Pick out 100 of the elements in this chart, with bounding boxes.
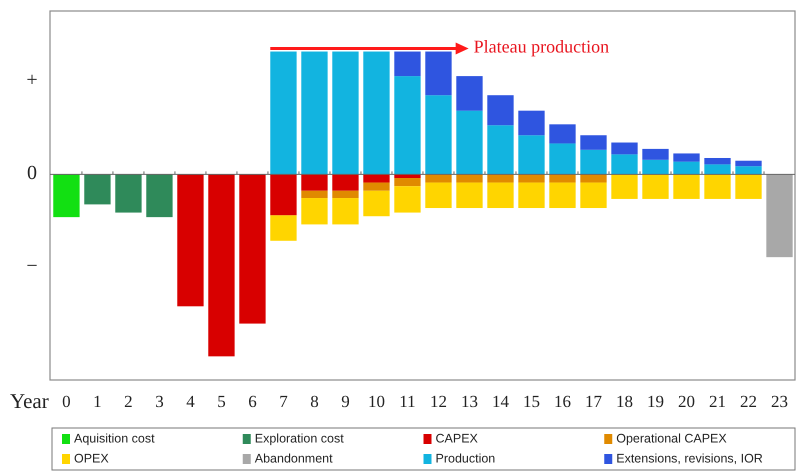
bar [177,174,204,306]
bar [487,182,514,208]
x-tick-label: 18 [616,392,633,411]
bar [394,178,421,186]
bar [549,182,576,208]
bar [332,198,359,224]
bar [580,135,607,150]
bar [332,52,359,174]
x-tick-label: 5 [217,392,226,411]
legend-label: Abandonment [254,451,334,466]
bar [394,76,421,174]
bar [301,174,328,191]
bar [301,198,328,224]
bar [363,182,390,191]
bar [425,52,452,96]
x-tick-label: 14 [492,392,510,411]
bar [580,150,607,174]
bar [642,160,669,174]
bar [518,182,545,208]
bar [394,52,421,76]
x-tick-label: 8 [310,392,319,411]
x-tick-label: 21 [708,392,726,411]
bar [363,190,390,216]
x-tick-label: 9 [341,392,350,411]
x-tick-label: 15 [522,392,540,411]
bar [611,142,638,154]
bar [301,52,328,174]
annotation: Plateau production [474,36,610,57]
bar [735,160,762,166]
bar [518,174,545,183]
legend-label: Operational CAPEX [616,431,728,446]
bar [239,174,266,324]
text: − [26,254,38,277]
x-tick-label: 11 [399,392,416,411]
bar [549,174,576,183]
bar [704,158,731,164]
bar [580,182,607,208]
bar [146,174,173,218]
x-tick-label: 4 [186,392,196,411]
bar [642,148,669,160]
bar [673,153,700,162]
bar [270,52,297,174]
bar [53,174,80,218]
bar [642,174,669,199]
x-tick-label: 12 [430,392,447,411]
bar [704,174,731,199]
x-tick-label: 23 [771,392,788,411]
bar [487,95,514,126]
bar [549,124,576,144]
legend-label: Extensions, revisions, IOR [616,451,763,466]
legend-label: Production [436,451,496,466]
x-tick-label: 19 [646,392,664,411]
bar [580,174,607,183]
x-tick-label: 2 [124,392,133,411]
bar [456,76,483,111]
x-tick-label: 3 [155,392,164,411]
bar [611,174,638,199]
bar [518,110,545,136]
bar [766,174,793,258]
bar [456,182,483,208]
bar [363,174,390,183]
bar [363,52,390,174]
text: + [26,68,38,91]
x-tick-label: 1 [93,392,102,411]
bar [270,215,297,241]
bar [425,95,452,174]
bar [456,110,483,174]
bar [425,182,452,208]
bar [549,143,576,174]
legend-label: Exploration cost [254,431,344,446]
bar [611,154,638,174]
bar [208,174,235,356]
bar [487,125,514,174]
legend-label: Aquisition cost [74,431,156,446]
bar [301,190,328,198]
x-tick-label: 20 [678,392,695,411]
legend-label: CAPEX [436,431,479,446]
x-tick-label: 13 [460,392,478,411]
bar [735,174,762,199]
x-tick-label: 7 [279,392,288,411]
bar [456,174,483,183]
bar [673,174,700,199]
x-tick-label: 0 [62,392,71,411]
bar [487,174,514,183]
x-tick-label: 22 [740,392,757,411]
x-tick-label: 16 [554,392,571,411]
bar [425,174,452,183]
bar [270,174,297,216]
x-tick-label: 10 [368,392,385,411]
x-axis-title: Year [10,389,49,413]
bar [115,174,142,213]
legend-label: OPEX [74,451,110,466]
bar [673,162,700,174]
x-tick-label: 6 [248,392,257,411]
text: 0 [27,162,37,184]
bar [704,164,731,174]
bar [518,135,545,174]
bar [394,186,421,213]
bar [735,166,762,174]
bar [332,190,359,198]
